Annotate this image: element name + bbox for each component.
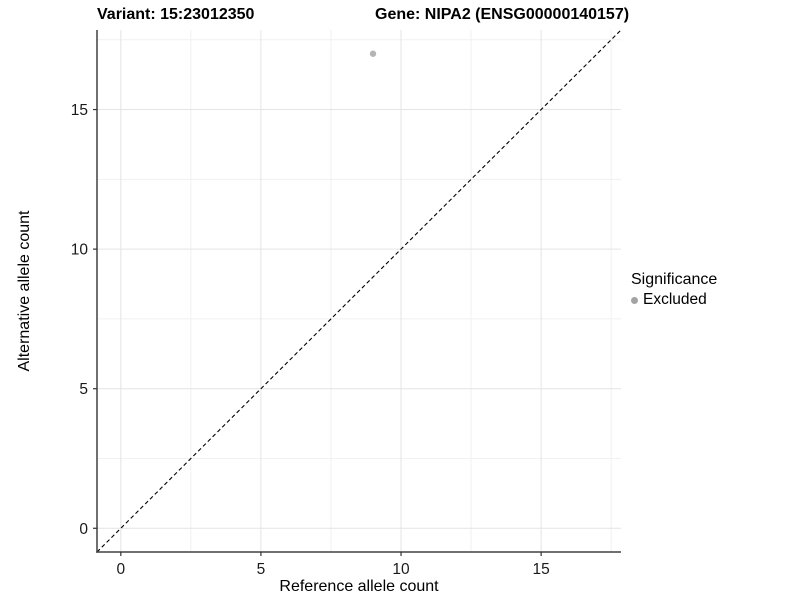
legend: Significance Excluded xyxy=(631,271,717,309)
data-point xyxy=(369,50,377,57)
y-tick-label: 5 xyxy=(79,381,88,398)
x-tick-label: 5 xyxy=(257,561,266,578)
x-axis-title-wrap: Reference allele count xyxy=(0,578,800,596)
x-axis-title: Reference allele count xyxy=(279,578,439,595)
x-tick-label: 10 xyxy=(392,561,410,578)
legend-title: Significance xyxy=(631,271,718,288)
legend-key-dot-icon xyxy=(631,296,638,304)
x-tick-label: 15 xyxy=(533,561,550,578)
legend-item-label: Excluded xyxy=(643,291,707,308)
variant-title: Variant: 15:23012350 xyxy=(97,6,255,23)
gene-title: Gene: NIPA2 (ENSG00000140157) xyxy=(375,6,630,23)
y-tick-label: 15 xyxy=(71,102,88,119)
x-tick-label: 0 xyxy=(117,561,126,578)
identity-line xyxy=(96,29,622,553)
y-tick-label: 10 xyxy=(71,242,89,259)
y-tick-label: 0 xyxy=(79,521,88,538)
legend-item-excluded: Excluded xyxy=(631,291,717,309)
